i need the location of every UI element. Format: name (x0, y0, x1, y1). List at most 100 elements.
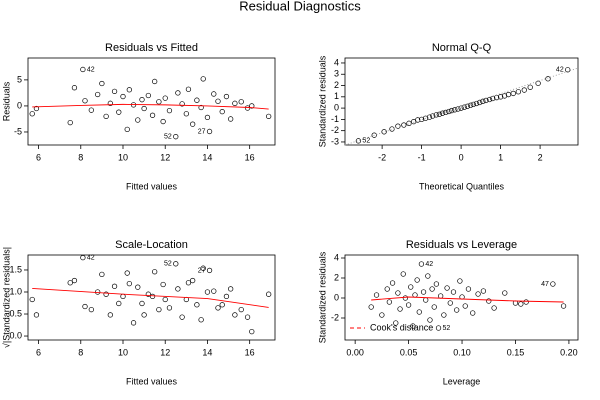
point (393, 320, 399, 326)
point (414, 277, 420, 283)
point (521, 87, 527, 93)
point (198, 317, 204, 323)
x-axis-label: Fitted values (126, 181, 178, 191)
x-tick-label: 1 (498, 152, 503, 162)
point-label: 42 (87, 254, 95, 261)
point (238, 306, 244, 313)
point (430, 113, 436, 119)
point (215, 98, 221, 104)
point (384, 286, 390, 292)
point-label: 52 (164, 134, 172, 141)
point (464, 103, 471, 109)
trend-line (32, 103, 269, 110)
point (415, 117, 421, 123)
plot-frame (344, 57, 579, 146)
point (99, 80, 105, 87)
point (427, 317, 433, 323)
x-tick-label: 6 (36, 152, 41, 162)
point (418, 261, 425, 267)
trend-line (371, 296, 564, 303)
point (470, 101, 476, 108)
point (452, 107, 458, 113)
point (435, 325, 442, 331)
point (475, 291, 481, 297)
point (462, 303, 468, 309)
point (107, 312, 113, 318)
point (173, 261, 179, 267)
point (67, 280, 73, 286)
y-tick-label: 1.5 (9, 264, 22, 274)
x-tick-label: 12 (160, 152, 170, 162)
y-tick-label: 4 (334, 57, 339, 67)
point (416, 309, 422, 315)
point (422, 115, 429, 121)
point (160, 281, 166, 288)
point (71, 277, 78, 284)
point (149, 293, 156, 300)
point (80, 254, 86, 261)
point (560, 303, 567, 309)
point (423, 297, 429, 303)
point (402, 295, 409, 301)
point (238, 99, 244, 105)
point (116, 109, 122, 115)
point (156, 99, 162, 105)
y-tick-label: -2 (331, 125, 339, 135)
point (433, 281, 440, 287)
x-tick-label: 16 (245, 152, 255, 162)
point (458, 105, 464, 111)
point (67, 119, 73, 126)
point (491, 305, 497, 311)
point (395, 123, 401, 129)
point (505, 91, 512, 98)
point (194, 302, 200, 308)
plot-frame (27, 254, 276, 341)
point (431, 304, 437, 310)
point (139, 97, 145, 103)
point-label: 52 (362, 138, 370, 145)
y-tick-label: 4 (334, 252, 339, 262)
point (386, 299, 393, 305)
point (486, 96, 493, 103)
point (401, 122, 407, 128)
point (389, 280, 396, 286)
x-tick-label: 16 (245, 347, 255, 357)
point (219, 109, 225, 115)
point (486, 298, 492, 304)
point (455, 106, 461, 112)
x-tick-label: 2 (538, 152, 543, 162)
point (436, 111, 443, 117)
point (379, 312, 385, 318)
point (103, 113, 109, 119)
point (232, 312, 238, 318)
point (175, 286, 181, 292)
point (447, 300, 453, 306)
point (381, 129, 387, 135)
point (152, 269, 158, 275)
point-label: 47 (541, 281, 549, 288)
point (152, 78, 158, 85)
point (395, 290, 401, 296)
point (206, 267, 213, 274)
plot-frame (27, 57, 276, 146)
plot-frame (344, 254, 579, 341)
y-tick-label: 1 (334, 91, 339, 101)
point (550, 281, 556, 287)
point (179, 101, 185, 107)
point (443, 109, 449, 116)
point (120, 93, 126, 100)
point (211, 288, 217, 294)
point (457, 278, 463, 284)
point (160, 118, 166, 125)
point (185, 86, 192, 92)
point (95, 289, 101, 295)
y-axis-label: Standardized residuals (317, 55, 327, 147)
y-tick-label: -5 (14, 126, 22, 136)
point (185, 280, 192, 286)
point (130, 320, 137, 326)
point (200, 76, 206, 82)
point (266, 291, 272, 297)
y-tick-label: 0 (17, 100, 22, 110)
x-tick-label: 0.15 (507, 347, 525, 357)
point (249, 103, 255, 109)
